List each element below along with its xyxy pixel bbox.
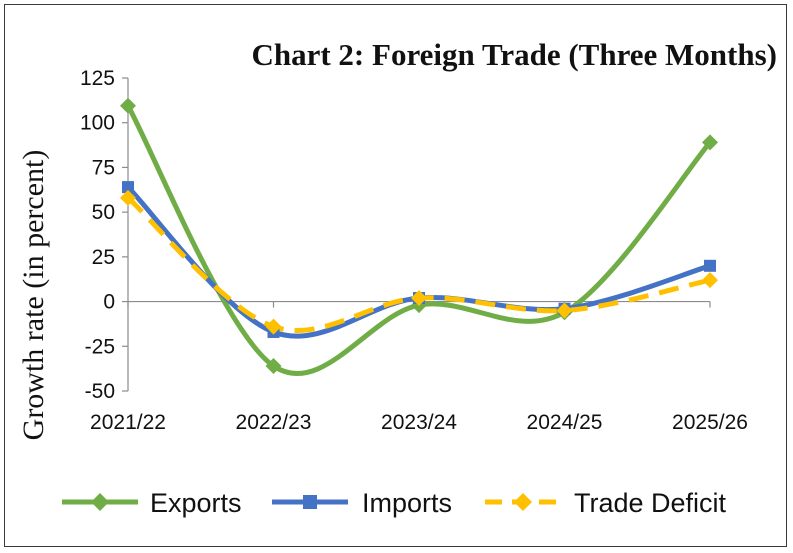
data-point-imports-2025-26 (704, 259, 716, 272)
series-line-imports (126, 185, 711, 339)
y-tick-label: 100 (80, 112, 115, 135)
data-point-exports-2022-23 (265, 357, 282, 374)
data-point-exports-2025-26 (702, 134, 718, 151)
data-point-trade-deficit-2024-25 (556, 302, 573, 319)
data-point-imports-2021-22 (122, 181, 134, 194)
chart-frame: Chart 2: Foreign Trade (Three Months) Gr… (4, 4, 787, 547)
y-tick-label: -50 (85, 380, 115, 403)
x-tick-label: 2021/22 (90, 411, 166, 434)
legend-label-exports: Exports (150, 488, 242, 518)
legend-item-imports: Imports (272, 488, 452, 518)
x-tick-label: 2023/24 (381, 411, 457, 434)
x-tick-label: 2025/26 (672, 411, 748, 434)
y-tick-label: 125 (80, 67, 115, 90)
chart-title: Chart 2: Foreign Trade (Three Months) (251, 37, 777, 72)
y-tick-label: 75 (92, 156, 115, 179)
y-tick-label: 25 (92, 246, 115, 269)
legend: Exports Imports Trade Deficit (62, 488, 727, 518)
series-line-exports (125, 104, 712, 376)
legend-label-trade-deficit: Trade Deficit (574, 488, 727, 518)
y-tick-label: 50 (92, 201, 115, 224)
data-point-trade-deficit-2023-24 (411, 289, 427, 306)
y-axis-label: Growth rate (in percent) (17, 150, 50, 441)
legend-marker-imports (303, 495, 317, 509)
y-tick-label: 0 (103, 291, 115, 314)
data-point-trade-deficit-2022-23 (265, 318, 282, 335)
legend-marker-trade-deficit (514, 493, 532, 511)
legend-item-trade-deficit: Trade Deficit (485, 488, 727, 518)
line-chart: Chart 2: Foreign Trade (Three Months) Gr… (17, 37, 777, 518)
legend-label-imports: Imports (362, 488, 452, 518)
legend-marker-exports (91, 493, 109, 511)
x-tick-label: 2022/23 (236, 411, 312, 434)
legend-item-exports: Exports (62, 488, 242, 518)
data-point-trade-deficit-2021-22 (120, 189, 136, 206)
y-tick-label: -25 (85, 335, 115, 358)
data-point-exports-2021-22 (120, 97, 136, 114)
x-tick-label: 2024/25 (527, 411, 603, 434)
data-point-trade-deficit-2025-26 (702, 272, 718, 289)
